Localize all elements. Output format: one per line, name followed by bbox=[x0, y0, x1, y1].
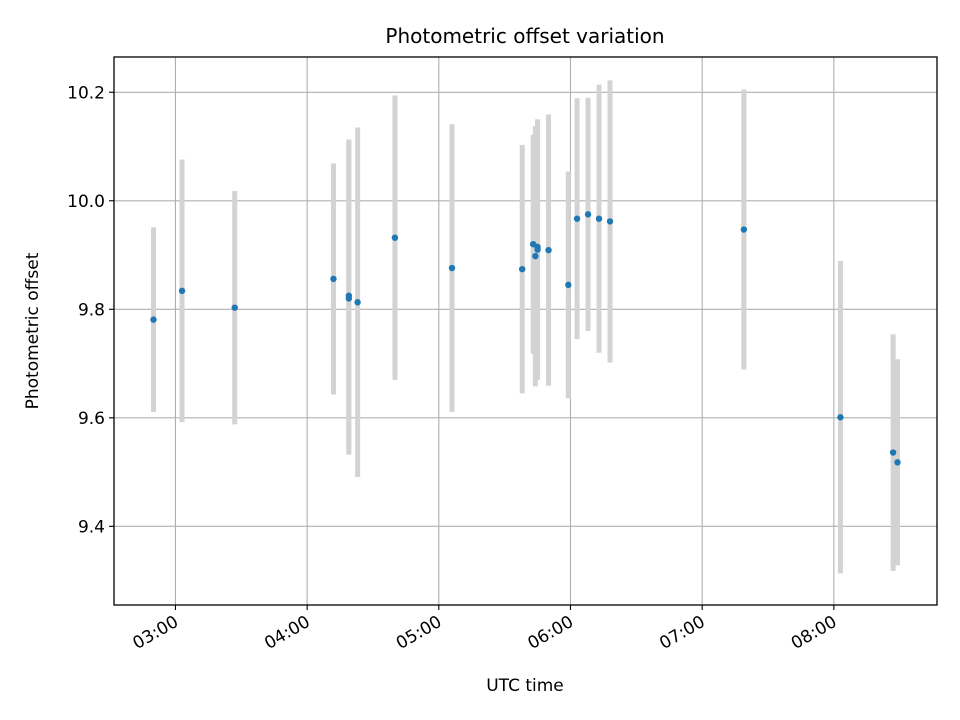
data-point bbox=[354, 299, 361, 306]
data-point bbox=[532, 252, 539, 260]
data-point bbox=[740, 226, 748, 233]
plot-area bbox=[114, 57, 937, 605]
data-point bbox=[534, 246, 541, 253]
y-tick-label: 9.4 bbox=[78, 517, 105, 537]
data-point bbox=[889, 449, 897, 456]
data-point bbox=[519, 265, 526, 273]
data-point bbox=[391, 234, 399, 241]
data-points bbox=[150, 211, 901, 466]
data-point bbox=[150, 316, 157, 323]
grid-lines bbox=[114, 57, 937, 605]
data-point bbox=[606, 218, 614, 225]
y-axis-label: Photometric offset bbox=[23, 252, 43, 409]
plot-frame bbox=[113, 56, 938, 606]
data-point bbox=[545, 246, 552, 254]
chart-title: Photometric offset variation bbox=[385, 24, 664, 48]
y-axis: 9.4 9.6 9.8 10.0 10.2 bbox=[67, 83, 114, 537]
x-axis-label: UTC time bbox=[486, 676, 564, 696]
data-point bbox=[573, 215, 581, 222]
data-point bbox=[584, 211, 592, 218]
data-point bbox=[565, 281, 572, 289]
data-point bbox=[448, 264, 456, 272]
data-point bbox=[894, 459, 901, 466]
data-point bbox=[231, 304, 238, 311]
y-tick-label: 9.6 bbox=[78, 409, 105, 429]
data-point bbox=[837, 414, 844, 421]
data-point bbox=[330, 275, 337, 283]
data-point bbox=[595, 215, 603, 222]
data-point bbox=[345, 295, 353, 302]
y-tick-label: 10.0 bbox=[67, 192, 105, 212]
y-tick-label: 9.8 bbox=[78, 300, 105, 320]
y-tick-label: 10.2 bbox=[67, 83, 105, 103]
data-point bbox=[178, 287, 186, 295]
